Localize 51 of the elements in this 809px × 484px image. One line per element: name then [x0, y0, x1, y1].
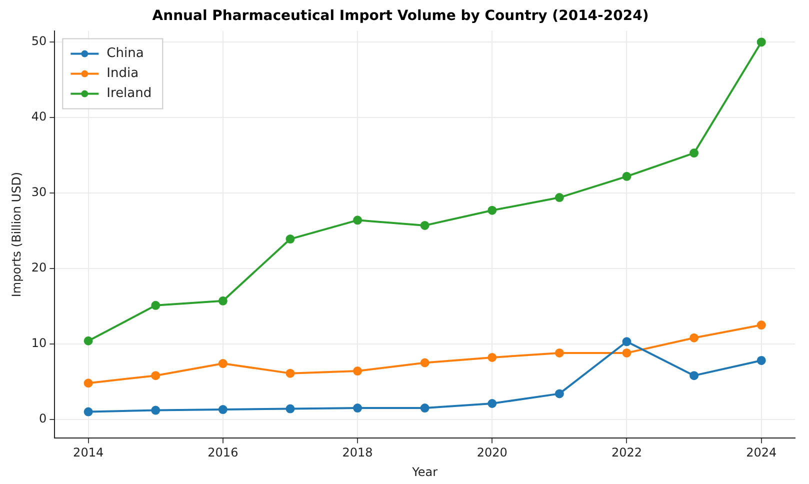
x-tick-label: 2022: [611, 446, 642, 460]
y-tick-label: 0: [39, 411, 47, 426]
point: [84, 407, 93, 416]
point: [286, 368, 295, 378]
point: [622, 337, 632, 346]
point: [218, 359, 228, 368]
point: [622, 348, 632, 358]
y-axis-title: Imports (Billion USD): [9, 172, 24, 298]
point: [756, 320, 766, 330]
point: [353, 366, 362, 376]
x-tick-label: 2016: [208, 446, 238, 460]
point: [622, 172, 632, 181]
chart-title: Annual Pharmaceutical Import Volume by Country (2014-2024): [152, 8, 649, 24]
point: [756, 356, 766, 365]
point: [690, 148, 699, 158]
y-tick-label: 20: [31, 260, 47, 275]
point: [488, 206, 497, 215]
point: [420, 220, 430, 230]
point: [286, 234, 295, 244]
x-tick-label: 2014: [73, 446, 104, 460]
point: [756, 38, 766, 47]
point: [690, 371, 699, 380]
y-tick-label: 10: [31, 336, 47, 350]
y-tick-label: 50: [31, 34, 47, 48]
point: [554, 348, 564, 358]
point: [554, 389, 564, 398]
point: [286, 404, 295, 414]
point: [218, 296, 228, 306]
point: [353, 216, 362, 225]
point: [151, 406, 160, 415]
point: [488, 398, 497, 408]
point: [84, 378, 93, 388]
point: [151, 300, 160, 310]
x-tick-label: 2024: [746, 446, 777, 460]
legend-label: China: [106, 46, 144, 62]
x-axis-title: Year: [411, 464, 438, 479]
point: [554, 193, 564, 202]
point: [690, 333, 699, 342]
y-tick-label: 30: [31, 185, 47, 200]
x-tick-label: 2020: [476, 446, 508, 460]
point: [420, 404, 430, 413]
legend-label: India: [106, 66, 139, 82]
point: [420, 358, 430, 368]
point: [353, 404, 362, 413]
point: [488, 352, 497, 362]
point: [84, 336, 93, 346]
x-tick-label: 2018: [342, 446, 373, 460]
point: [218, 405, 228, 414]
legend-label: Ireland: [106, 86, 152, 102]
point: [151, 371, 160, 380]
y-tick-label: 40: [31, 110, 47, 124]
